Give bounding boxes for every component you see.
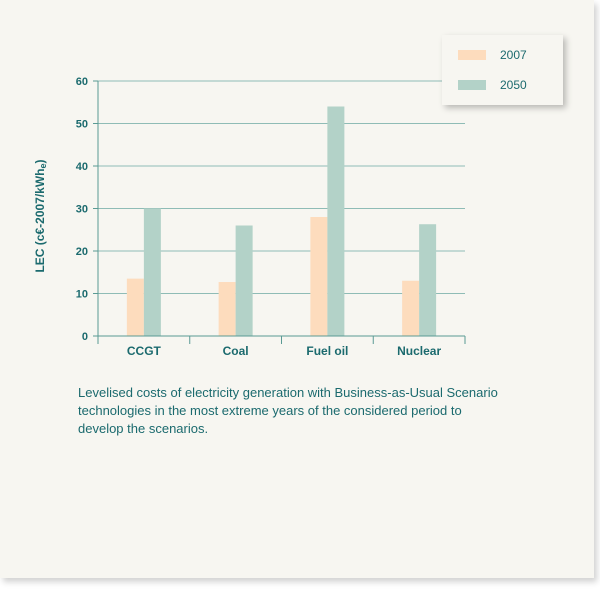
y-tick-label: 10 [76,289,88,301]
bar-chart: 0 10 20 30 40 50 60 CCGT Coal Fuel oil Nuclear LEC… [33,76,466,358]
bar-nuclear-2050 [419,224,437,336]
legend-swatch-2007 [458,50,486,60]
x-tick-label: Fuel oil [306,344,348,358]
legend-label-2007: 2007 [500,48,527,62]
bar-ccgt-2050 [143,208,161,336]
chart-legend: 2007 2050 [442,35,563,105]
y-tick-label: 50 [76,119,88,131]
figure-caption: Levelised costs of electricity generatio… [78,385,498,436]
y-tick-label: 40 [76,161,88,173]
bar-coal-2007 [218,282,236,336]
bar-fuel-oil-2007 [310,217,328,336]
x-tick-label: CCGT [127,344,162,358]
axes: 0 10 20 30 40 50 60 CCGT Coal Fuel oil Nuclear [76,76,466,358]
x-tick-label: Coal [223,344,249,358]
bar-coal-2050 [235,225,253,336]
bar-fuel-oil-2050 [327,106,345,336]
y-tick-label: 0 [82,331,88,343]
legend-swatch-2050 [458,80,486,90]
y-axis-label: LEC (c€-2007/kWhe) [33,159,48,272]
y-tick-label: 20 [76,246,88,258]
legend-label-2050: 2050 [500,78,527,92]
y-tick-label: 60 [76,76,88,88]
bar-ccgt-2007 [126,278,144,336]
x-tick-label: Nuclear [397,344,441,358]
y-tick-label: 30 [76,204,88,216]
bars [126,106,437,336]
figure-panel: 0 10 20 30 40 50 60 CCGT Coal Fuel oil Nuclear LEC… [0,0,594,578]
bar-nuclear-2007 [402,280,420,336]
